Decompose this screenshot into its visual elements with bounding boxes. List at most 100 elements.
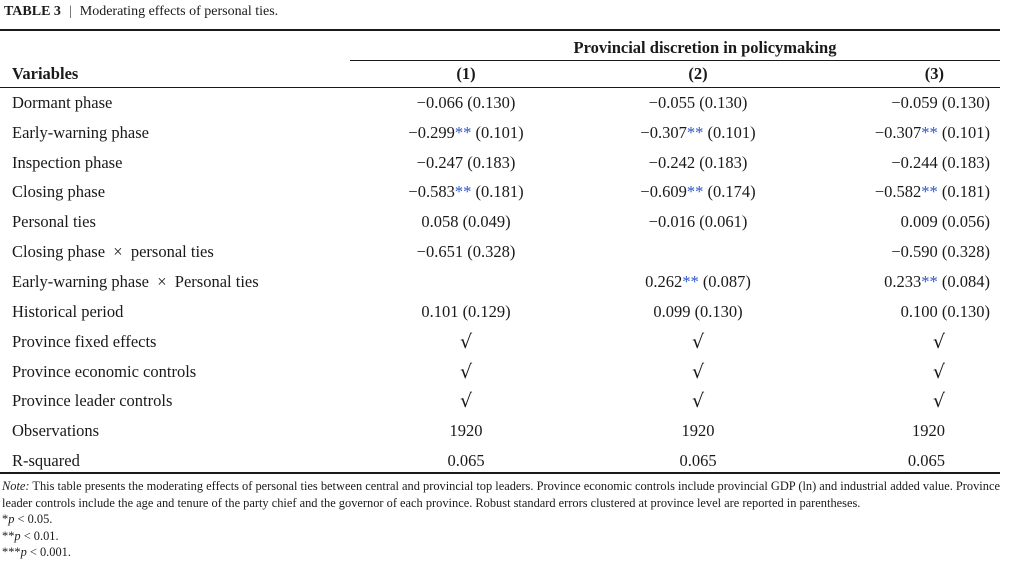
column-header-1: (1) [350, 60, 582, 88]
variable-name: Province leader controls [12, 391, 173, 411]
standard-error: (0.084) [937, 271, 991, 291]
significance-stars: ** [921, 271, 938, 291]
table-row: Early-warning phase −0.299** (0.101) −0.30… [0, 118, 1000, 148]
table-row: Province economic controls √ √ √ [0, 357, 1000, 387]
note-body: This table presents the moderating effec… [2, 479, 1000, 510]
coefficient-cell: 0.099 (0.130) [653, 301, 743, 321]
column-header-3: (3) [814, 60, 1001, 88]
coefficient-cell: −0.590 (0.328) [891, 242, 991, 262]
check-mark: √ [691, 330, 705, 353]
significance-stars: ** [454, 182, 472, 202]
coefficient-cell: 1920 [912, 421, 946, 441]
significance-stars: ** [682, 271, 699, 291]
standard-error: (0.130) [463, 92, 516, 112]
variable-name: Province fixed effects [12, 331, 157, 351]
significance-stars: ** [921, 122, 938, 142]
table-row: Personal ties 0.058 (0.049) −0.016 (0.061)… [0, 207, 1000, 237]
table-note: Note: This table presents the moderating… [2, 478, 1000, 561]
variable-name: R-squared [12, 451, 80, 471]
coefficient-cell: 0.065 [447, 451, 485, 471]
check-mark: √ [459, 390, 473, 413]
coefficient-cell: 0.101 (0.129) [421, 301, 511, 321]
standard-error: (0.056) [937, 212, 991, 232]
table-caption: TABLE 3 | Moderating effects of personal t… [4, 3, 278, 21]
standard-error: (0.181) [937, 182, 991, 202]
group-header-row: Provincial discretion in policymaking [0, 30, 1001, 61]
check-mark: √ [932, 330, 946, 353]
coefficient-cell: 0.262** (0.087) [645, 271, 751, 291]
coefficient-cell: 0.009 (0.056) [900, 212, 991, 232]
coefficient-cell: 1920 [681, 421, 715, 441]
variable-name: Historical period [12, 301, 124, 321]
table-row: Inspection phase −0.247 (0.183) −0.242 (0.… [0, 148, 1000, 178]
coefficient-cell: −0.609** (0.174) [640, 182, 756, 202]
check-mark: √ [932, 360, 946, 383]
coefficient-cell: −0.299** (0.101) [408, 122, 524, 142]
standard-error: (0.087) [698, 271, 751, 291]
variable-name: Closing phase × personal ties [12, 242, 214, 262]
coefficient-cell [350, 267, 582, 297]
check-mark: √ [459, 360, 473, 383]
check-mark: √ [459, 330, 473, 353]
pvalue-note-3: ***p < 0.001. [2, 545, 71, 559]
table-row: Observations 1920 1920 1920 [0, 416, 1000, 446]
table-row: Province leader controls √ √ √ [0, 386, 1000, 416]
coefficient-cell: 1920 [449, 421, 483, 441]
coefficient-cell: 0.058 (0.049) [421, 212, 511, 232]
table-row: R-squared 0.065 0.065 0.065 [0, 446, 1000, 476]
pvalue-note-1: *p < 0.05. [2, 512, 53, 526]
significance-stars: ** [686, 122, 704, 142]
significance-stars: ** [921, 182, 938, 202]
coefficient-cell [582, 237, 814, 267]
standard-error: (0.181) [471, 182, 524, 202]
group-header: Provincial discretion in policymaking [350, 30, 1001, 61]
coefficient-cell: −0.583** (0.181) [408, 182, 524, 202]
variable-name: Province economic controls [12, 361, 197, 381]
table-row: Historical period 0.101 (0.129) 0.099 (0.1… [0, 297, 1000, 327]
standard-error: (0.130) [937, 301, 991, 321]
standard-error: (0.130) [695, 92, 748, 112]
standard-error: (0.130) [690, 301, 743, 321]
significance-stars: ** [454, 122, 472, 142]
standard-error: (0.183) [463, 152, 516, 172]
caption-separator: | [68, 4, 72, 19]
coefficient-cell: −0.307** (0.101) [874, 122, 991, 142]
standard-error: (0.061) [695, 212, 748, 232]
check-mark: √ [691, 390, 705, 413]
standard-error: (0.101) [937, 122, 991, 142]
check-mark: √ [691, 360, 705, 383]
standard-error: (0.101) [471, 122, 524, 142]
standard-error: (0.328) [463, 242, 516, 262]
coefficient-cell: −0.055 (0.130) [648, 92, 748, 112]
coefficient-cell: −0.244 (0.183) [891, 152, 991, 172]
variable-name: Early-warning phase [12, 122, 149, 142]
significance-stars: ** [686, 182, 704, 202]
standard-error: (0.174) [703, 182, 756, 202]
variable-name: Personal ties [12, 212, 96, 232]
note-label: Note: [2, 479, 30, 493]
bottom-rule [0, 472, 1000, 474]
coefficient-cell: 0.233** (0.084) [884, 271, 991, 291]
coefficient-cell: 0.065 [679, 451, 717, 471]
variable-name: Dormant phase [12, 92, 113, 112]
table-row: Closing phase × personal ties −0.651 (0.3… [0, 237, 1000, 267]
variable-name: Inspection phase [12, 152, 123, 172]
standard-error: (0.130) [937, 92, 991, 112]
table-row: Early-warning phase × Personal ties 0.262… [0, 267, 1000, 297]
variable-name: Early-warning phase × Personal ties [12, 271, 259, 291]
coefficient-cell: −0.582** (0.181) [874, 182, 991, 202]
column-header-row: Variables (1) (2) (3) [0, 60, 1001, 88]
standard-error: (0.049) [458, 212, 511, 232]
standard-error: (0.129) [458, 301, 511, 321]
standard-error: (0.328) [937, 242, 991, 262]
check-mark: √ [932, 390, 946, 413]
table-row: Closing phase −0.583** (0.181) −0.609** (0… [0, 178, 1000, 208]
coefficient-cell: −0.242 (0.183) [648, 152, 748, 172]
coefficient-cell: −0.059 (0.130) [891, 92, 991, 112]
coefficient-cell: −0.016 (0.061) [648, 212, 748, 232]
variables-header: Variables [0, 60, 350, 88]
variable-name: Observations [12, 421, 100, 441]
column-header-2: (2) [582, 60, 814, 88]
coefficient-cell: −0.247 (0.183) [416, 152, 516, 172]
